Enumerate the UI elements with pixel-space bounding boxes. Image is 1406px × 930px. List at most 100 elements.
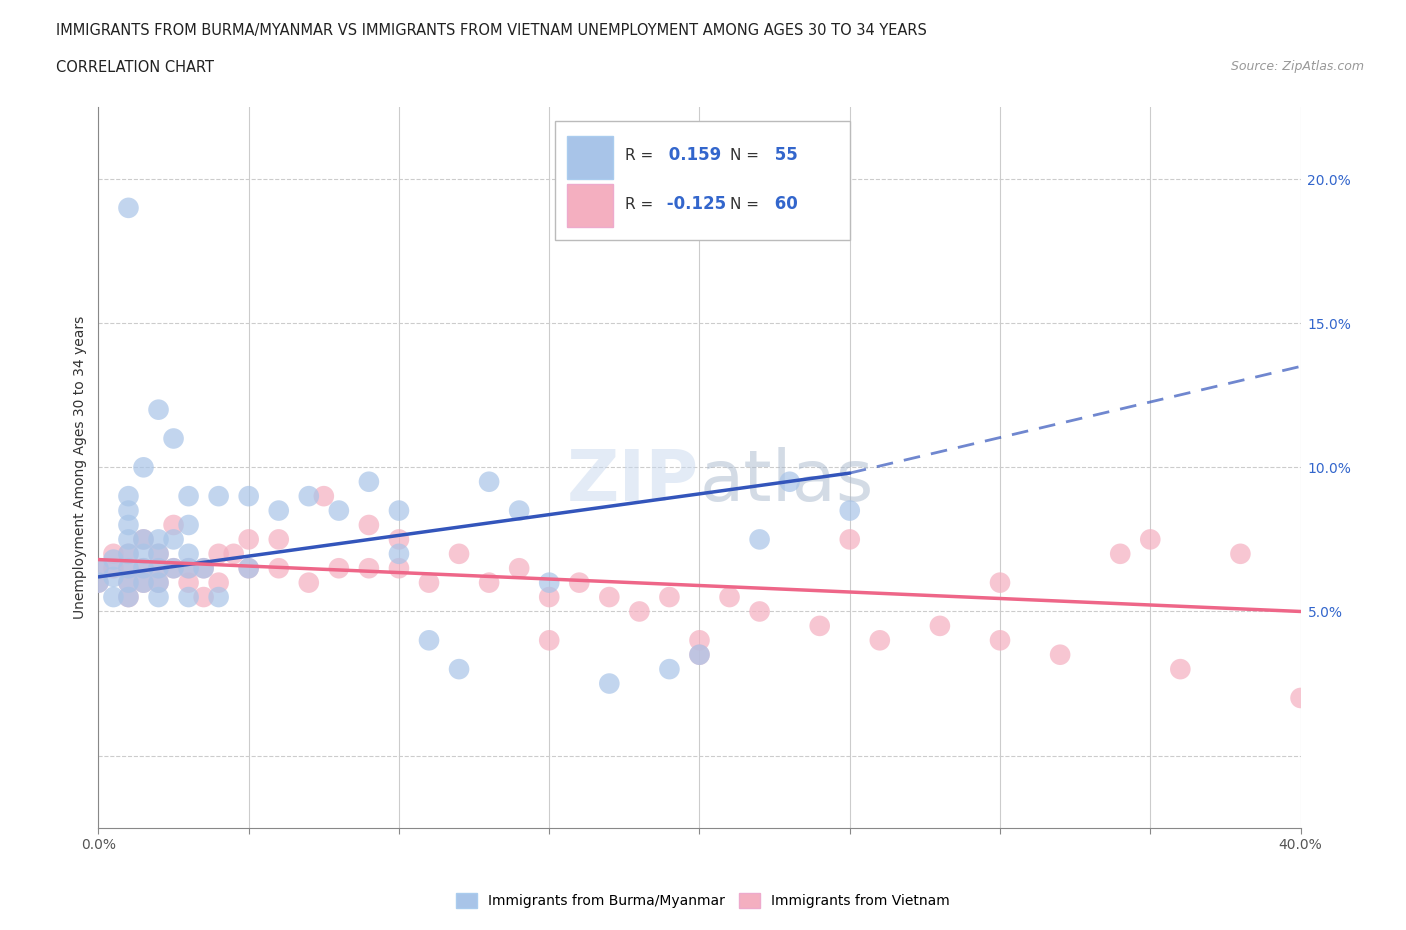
Point: [148, 561, 170, 576]
Point: [87, 575, 110, 591]
Point: [447, 547, 470, 562]
Point: [598, 590, 620, 604]
Point: [162, 532, 184, 547]
Text: atlas: atlas: [700, 447, 875, 516]
Point: [628, 604, 651, 619]
Point: [748, 604, 770, 619]
Point: [103, 569, 125, 584]
Point: [718, 590, 741, 604]
Point: [193, 561, 215, 576]
Point: [388, 503, 411, 518]
Point: [87, 575, 110, 591]
Point: [328, 561, 350, 576]
Point: [162, 518, 184, 533]
Point: [87, 561, 110, 576]
Point: [418, 575, 440, 591]
Point: [1289, 690, 1312, 706]
Point: [538, 575, 561, 591]
Text: -0.125: -0.125: [661, 195, 725, 213]
Point: [568, 575, 591, 591]
Point: [838, 503, 860, 518]
Point: [238, 561, 260, 576]
Point: [117, 590, 139, 604]
Point: [508, 503, 530, 518]
Point: [117, 575, 139, 591]
Point: [298, 575, 321, 591]
Point: [132, 575, 155, 591]
Point: [238, 489, 260, 504]
FancyBboxPatch shape: [567, 184, 613, 227]
Y-axis label: Unemployment Among Ages 30 to 34 years: Unemployment Among Ages 30 to 34 years: [73, 315, 87, 619]
Point: [177, 561, 200, 576]
Point: [1109, 547, 1132, 562]
Point: [808, 618, 831, 633]
FancyBboxPatch shape: [555, 122, 849, 240]
Point: [238, 561, 260, 576]
Text: N =: N =: [730, 148, 759, 163]
Point: [117, 518, 139, 533]
Point: [148, 590, 170, 604]
Text: 0.159: 0.159: [664, 146, 721, 165]
Point: [103, 552, 125, 567]
Point: [162, 561, 184, 576]
Point: [162, 561, 184, 576]
Point: [117, 201, 139, 216]
Point: [538, 590, 561, 604]
Text: 55: 55: [769, 146, 799, 165]
Point: [658, 590, 681, 604]
Point: [779, 474, 801, 489]
Point: [117, 575, 139, 591]
Point: [132, 532, 155, 547]
Point: [132, 460, 155, 475]
Point: [148, 547, 170, 562]
Point: [208, 489, 231, 504]
Text: R =: R =: [624, 148, 654, 163]
Point: [388, 532, 411, 547]
FancyBboxPatch shape: [567, 136, 613, 179]
Text: CORRELATION CHART: CORRELATION CHART: [56, 60, 214, 75]
Point: [312, 489, 335, 504]
Point: [267, 532, 290, 547]
Text: IMMIGRANTS FROM BURMA/MYANMAR VS IMMIGRANTS FROM VIETNAM UNEMPLOYMENT AMONG AGES: IMMIGRANTS FROM BURMA/MYANMAR VS IMMIGRA…: [56, 23, 927, 38]
Point: [117, 532, 139, 547]
Point: [1229, 547, 1251, 562]
Point: [838, 532, 860, 547]
Point: [103, 590, 125, 604]
Point: [689, 647, 711, 662]
Point: [1139, 532, 1161, 547]
Point: [267, 561, 290, 576]
Point: [748, 532, 770, 547]
Point: [929, 618, 952, 633]
Point: [132, 547, 155, 562]
Point: [689, 647, 711, 662]
Point: [388, 561, 411, 576]
Point: [193, 561, 215, 576]
Point: [148, 547, 170, 562]
Point: [598, 676, 620, 691]
Point: [538, 633, 561, 648]
Point: [177, 547, 200, 562]
Point: [238, 532, 260, 547]
Point: [148, 403, 170, 418]
Point: [869, 633, 891, 648]
Point: [988, 633, 1011, 648]
Text: N =: N =: [730, 197, 759, 212]
Point: [1170, 662, 1192, 677]
Point: [117, 547, 139, 562]
Text: 60: 60: [769, 195, 799, 213]
Point: [298, 489, 321, 504]
Point: [148, 561, 170, 576]
Point: [689, 633, 711, 648]
Point: [132, 532, 155, 547]
Point: [177, 518, 200, 533]
Text: R =: R =: [624, 197, 654, 212]
Text: ZIP: ZIP: [567, 447, 700, 516]
Point: [162, 432, 184, 446]
Point: [117, 547, 139, 562]
Point: [447, 662, 470, 677]
Point: [117, 489, 139, 504]
Point: [267, 503, 290, 518]
Point: [132, 561, 155, 576]
Point: [222, 547, 245, 562]
Point: [508, 561, 530, 576]
